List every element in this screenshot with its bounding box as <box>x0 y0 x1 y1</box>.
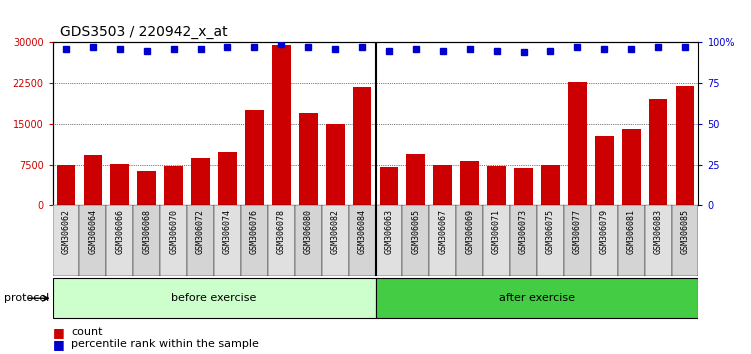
Bar <box>564 205 591 276</box>
Text: GSM306075: GSM306075 <box>546 209 555 254</box>
Bar <box>53 278 376 318</box>
Text: GSM306071: GSM306071 <box>492 209 501 254</box>
Bar <box>676 86 695 205</box>
Bar <box>671 205 698 276</box>
Bar <box>160 205 187 276</box>
Text: GSM306066: GSM306066 <box>116 209 125 254</box>
Bar <box>353 87 372 205</box>
Text: GSM306063: GSM306063 <box>385 209 394 254</box>
Bar <box>433 165 452 205</box>
Text: GSM306081: GSM306081 <box>626 209 635 254</box>
Bar <box>80 205 107 276</box>
Bar <box>430 205 457 276</box>
Bar <box>192 158 210 205</box>
Text: ■: ■ <box>53 326 65 338</box>
Bar <box>321 205 348 276</box>
Text: GSM306080: GSM306080 <box>303 209 312 254</box>
Bar <box>268 205 295 276</box>
Bar <box>644 205 671 276</box>
Bar <box>348 205 376 276</box>
Text: GSM306065: GSM306065 <box>412 209 421 254</box>
Bar <box>164 166 183 205</box>
Bar <box>295 205 321 276</box>
Bar <box>299 113 318 205</box>
Text: GSM306073: GSM306073 <box>519 209 528 254</box>
Bar <box>379 167 398 205</box>
Text: percentile rank within the sample: percentile rank within the sample <box>71 339 259 349</box>
Bar <box>595 136 614 205</box>
Bar <box>541 165 559 205</box>
Bar <box>241 205 268 276</box>
Bar <box>245 110 264 205</box>
Text: GSM306084: GSM306084 <box>357 209 366 254</box>
Text: GSM306079: GSM306079 <box>600 209 609 254</box>
Text: GSM306069: GSM306069 <box>465 209 474 254</box>
Bar <box>134 205 160 276</box>
Bar <box>617 205 644 276</box>
Bar <box>649 99 668 205</box>
Bar <box>487 166 506 205</box>
Text: GSM306072: GSM306072 <box>196 209 205 254</box>
Bar <box>457 205 483 276</box>
Text: ■: ■ <box>53 338 65 350</box>
Bar <box>591 205 617 276</box>
Bar <box>272 45 291 205</box>
Bar <box>56 165 75 205</box>
Text: GSM306085: GSM306085 <box>680 209 689 254</box>
Bar <box>510 205 537 276</box>
Text: GSM306064: GSM306064 <box>89 209 98 254</box>
Text: GSM306074: GSM306074 <box>223 209 232 254</box>
Text: GSM306068: GSM306068 <box>142 209 151 254</box>
Bar <box>83 155 102 205</box>
Text: GSM306082: GSM306082 <box>330 209 339 254</box>
Bar <box>187 205 214 276</box>
Text: protocol: protocol <box>4 293 49 303</box>
Bar <box>537 205 564 276</box>
Bar <box>218 152 237 205</box>
Bar <box>403 205 430 276</box>
Bar <box>406 154 425 205</box>
Text: before exercise: before exercise <box>171 293 257 303</box>
Text: count: count <box>71 327 103 337</box>
Bar <box>568 81 587 205</box>
Bar <box>622 129 641 205</box>
Text: GSM306062: GSM306062 <box>62 209 71 254</box>
Text: GSM306076: GSM306076 <box>250 209 259 254</box>
Text: GSM306070: GSM306070 <box>169 209 178 254</box>
Bar <box>376 278 698 318</box>
Bar <box>137 171 156 205</box>
Text: GDS3503 / 220942_x_at: GDS3503 / 220942_x_at <box>60 25 228 39</box>
Text: GSM306078: GSM306078 <box>277 209 286 254</box>
Text: GSM306077: GSM306077 <box>573 209 582 254</box>
Bar <box>53 205 80 276</box>
Bar <box>214 205 241 276</box>
Bar <box>110 164 129 205</box>
Bar <box>460 161 479 205</box>
Bar <box>483 205 510 276</box>
Bar <box>376 205 403 276</box>
Text: after exercise: after exercise <box>499 293 575 303</box>
Bar <box>514 169 533 205</box>
Text: GSM306067: GSM306067 <box>439 209 448 254</box>
Bar <box>326 124 345 205</box>
Text: GSM306083: GSM306083 <box>653 209 662 254</box>
Bar <box>107 205 134 276</box>
